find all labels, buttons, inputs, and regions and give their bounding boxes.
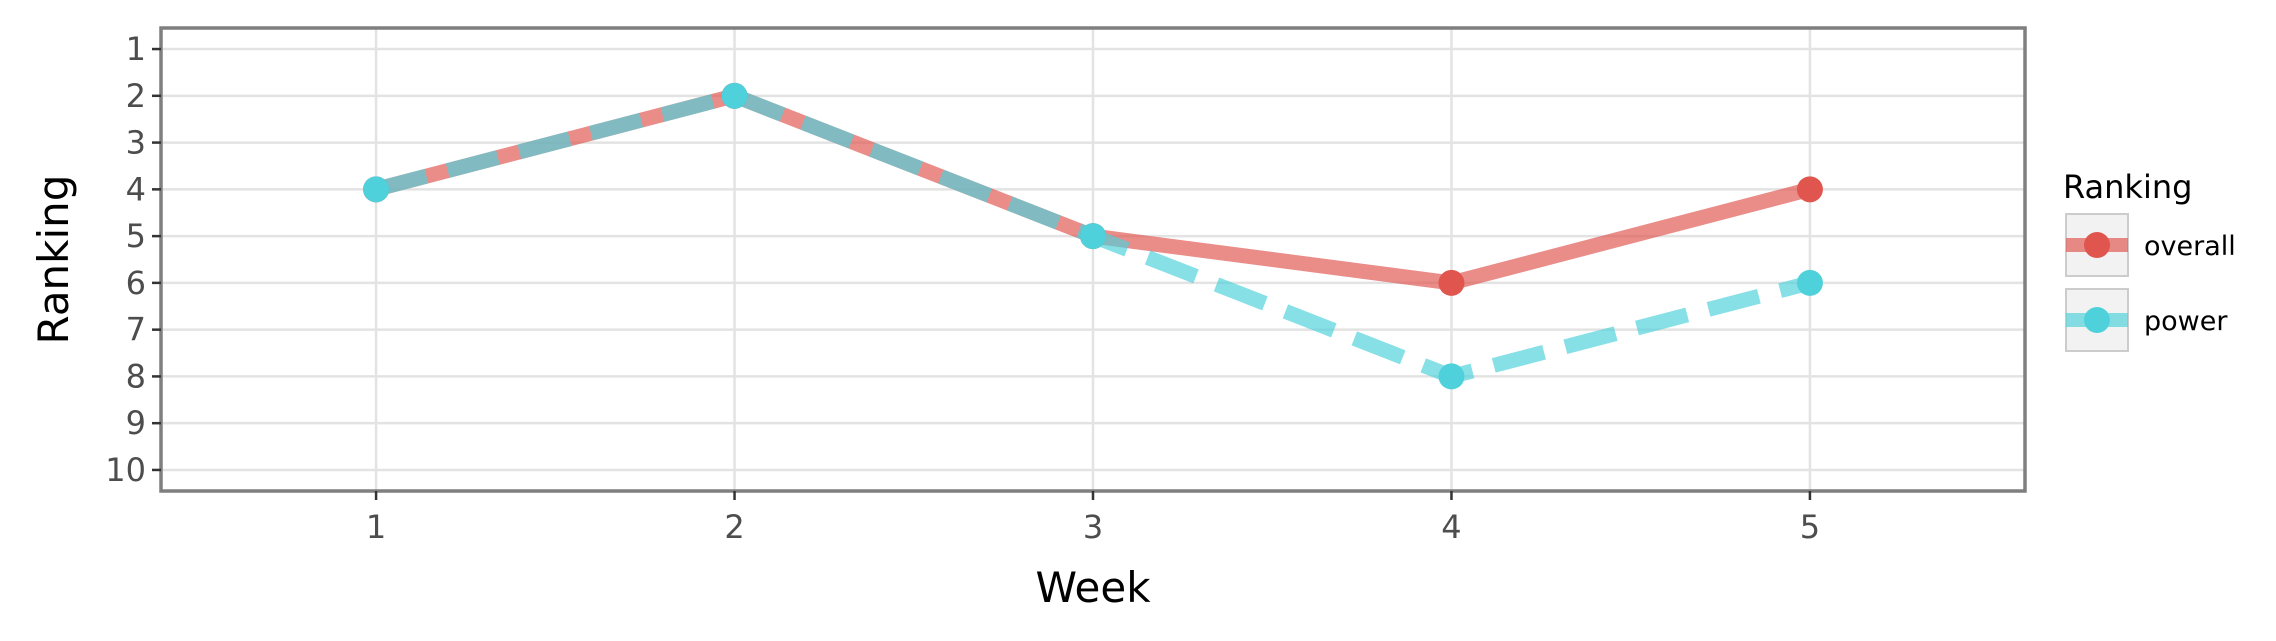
y-tick-label: 3 xyxy=(126,124,146,162)
y-tick-label: 8 xyxy=(126,357,146,395)
y-tick-label: 9 xyxy=(126,404,146,442)
data-point-power xyxy=(363,176,390,203)
y-tick-label: 7 xyxy=(126,311,146,349)
y-tick-label: 6 xyxy=(126,264,146,302)
legend-title: Ranking xyxy=(2063,168,2192,206)
y-tick-label: 5 xyxy=(126,217,146,255)
y-axis-title: Ranking xyxy=(29,175,78,345)
legend-key-point-overall xyxy=(2084,232,2110,258)
data-point-overall xyxy=(1796,176,1823,203)
legend-key-point-power xyxy=(2084,307,2110,333)
y-tick-label: 1 xyxy=(126,30,146,68)
legend-label-power: power xyxy=(2144,306,2228,337)
data-point-power xyxy=(1438,363,1465,390)
y-tick-label: 4 xyxy=(126,170,146,208)
x-tick-label: 2 xyxy=(724,508,744,546)
data-point-overall xyxy=(1438,269,1465,296)
legend-label-overall: overall xyxy=(2144,231,2236,262)
x-tick-label: 4 xyxy=(1441,508,1461,546)
y-tick-label: 10 xyxy=(105,451,146,489)
data-point-power xyxy=(1796,269,1823,296)
series-points xyxy=(363,82,1823,390)
x-tick-label: 1 xyxy=(366,508,386,546)
data-point-power xyxy=(721,82,748,109)
x-tick-label: 5 xyxy=(1800,508,1820,546)
y-tick-label: 2 xyxy=(126,77,146,115)
axes: 1 2 3 4 5 1 2 3 4 5 6 7 8 9 10 xyxy=(105,30,1820,546)
x-axis-title: Week xyxy=(1035,563,1151,612)
legend: Ranking overall power xyxy=(2063,168,2236,352)
data-point-power xyxy=(1080,223,1106,250)
x-tick-label: 3 xyxy=(1083,508,1103,546)
